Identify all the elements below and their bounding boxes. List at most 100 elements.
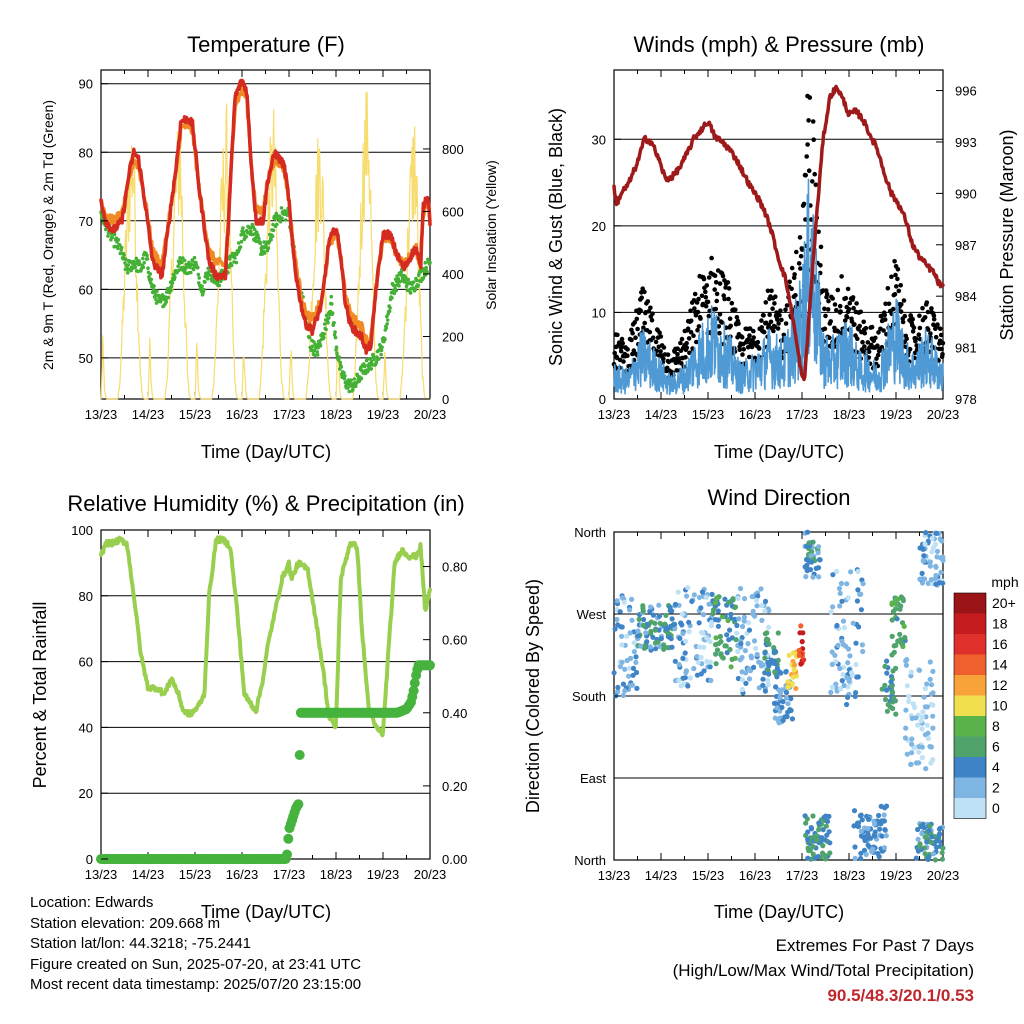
direction-point — [855, 568, 861, 575]
dewpoint-point — [329, 294, 334, 299]
dewpoint-point — [119, 245, 124, 250]
gust-point — [759, 318, 764, 323]
direction-point — [940, 845, 946, 851]
dewpoint-point — [141, 265, 146, 270]
gust-point — [734, 315, 740, 320]
gust-point — [866, 355, 872, 360]
x-tick-label: 20/23 — [927, 868, 960, 883]
y-tick-label: 0 — [599, 392, 606, 407]
direction-point — [871, 820, 878, 826]
direction-point — [813, 833, 819, 839]
gust-point — [692, 306, 697, 311]
dewpoint-point — [155, 289, 159, 293]
direction-point — [715, 617, 722, 623]
dewpoint-point — [170, 281, 175, 285]
gust-point — [704, 283, 710, 288]
y2-tick-label: 400 — [442, 267, 464, 282]
direction-point — [858, 850, 864, 856]
winds-panel: 13/23 14/23 15/23 16/23 17/23 18/23 19/23 20/23… — [546, 32, 1017, 462]
direction-point — [793, 685, 799, 692]
y2-tick-label: 0 — [442, 392, 449, 407]
gust-point — [619, 344, 625, 350]
direction-point — [766, 608, 772, 614]
gust-point — [683, 355, 688, 360]
dewpoint-point — [307, 335, 312, 340]
direction-point — [672, 658, 678, 664]
dewpoint-point — [112, 232, 117, 237]
direction-point — [713, 635, 719, 641]
direction-point — [844, 581, 850, 587]
humidity-panel: 13/23 14/23 15/23 16/23 17/23 18/23 19/23 20/23… — [30, 491, 467, 922]
dewpoint-point — [338, 360, 343, 365]
direction-point — [897, 631, 903, 637]
direction-point — [865, 816, 872, 822]
direction-point — [853, 690, 859, 696]
direction-point — [888, 679, 894, 685]
direction-point — [741, 618, 747, 624]
gust-point — [774, 310, 779, 315]
direction-point — [644, 639, 650, 645]
direction-point — [819, 850, 826, 856]
dewpoint-point — [180, 260, 184, 265]
direction-point — [620, 681, 627, 687]
direction-point — [732, 616, 738, 623]
dewpoint-point — [202, 287, 206, 292]
dewpoint-point — [424, 265, 429, 270]
direction-point — [633, 654, 639, 660]
direction-point — [685, 683, 691, 689]
x-tick-label: 16/23 — [739, 407, 772, 422]
y2-tick-label: 993 — [955, 135, 977, 150]
dewpoint-point — [145, 253, 149, 258]
direction-point — [839, 678, 845, 684]
direction-point — [740, 623, 746, 630]
direction-point — [816, 827, 822, 833]
legend-label: 14 — [992, 657, 1008, 673]
direction-point — [803, 820, 809, 826]
y2-tick-label: 0.80 — [442, 560, 467, 575]
gust-point — [630, 330, 635, 336]
dewpoint-point — [312, 348, 317, 353]
dewpoint-point — [383, 337, 387, 342]
dewpoint-point — [178, 255, 182, 260]
dewpoint-point — [271, 228, 276, 233]
direction-point — [779, 687, 786, 693]
gust-point — [837, 303, 843, 309]
direction-point — [650, 612, 657, 618]
y-tick-label: 40 — [79, 720, 93, 735]
direction-point — [685, 585, 691, 591]
gust-point — [699, 293, 705, 299]
gust-point — [862, 344, 867, 349]
direction-point — [908, 761, 914, 767]
direction-point — [775, 630, 781, 636]
direction-point — [837, 590, 843, 597]
direction-point — [696, 620, 702, 626]
direction-point — [626, 673, 632, 679]
direction-point — [875, 850, 881, 857]
direction-point — [796, 647, 802, 654]
gust-point — [910, 317, 915, 322]
direction-point — [619, 624, 625, 630]
direction-point — [698, 671, 704, 677]
direction-point — [669, 608, 675, 614]
gust-point — [686, 336, 692, 341]
gust-point — [688, 308, 693, 314]
dewpoint-point — [347, 389, 352, 394]
gust-point — [769, 288, 774, 294]
y2-tick-label: 0.20 — [442, 779, 467, 794]
direction-point — [751, 664, 757, 671]
gust-point — [796, 261, 802, 266]
gust-point — [931, 322, 936, 328]
y2-tick-label: 981 — [955, 341, 977, 356]
direction-point — [652, 640, 659, 646]
gust-point — [749, 344, 755, 350]
extremes-box: Extremes For Past 7 Days (High/Low/Max W… — [673, 933, 974, 1008]
dewpoint-point — [196, 265, 200, 270]
gust-point — [688, 329, 694, 335]
direction-point — [921, 558, 927, 564]
direction-point — [698, 654, 704, 661]
x-tick-label: 19/23 — [367, 407, 400, 422]
direction-point — [830, 572, 836, 578]
direction-point — [903, 725, 909, 731]
direction-point — [909, 715, 915, 722]
gust-point — [900, 319, 906, 325]
